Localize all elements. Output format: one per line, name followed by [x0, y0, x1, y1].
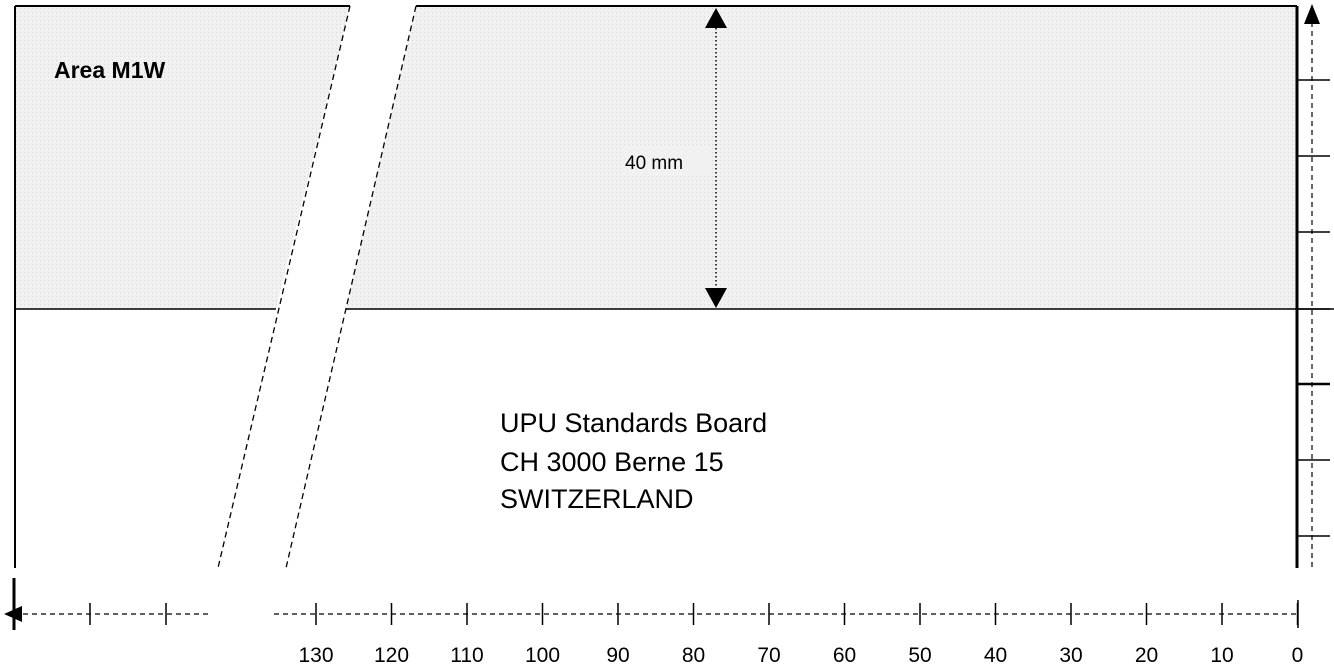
- dimension-label-bg: [622, 146, 710, 176]
- horizontal-ruler-tick-label: 90: [606, 644, 629, 667]
- area-m1w-right-region: [346, 6, 1297, 309]
- area-label: Area M1W: [54, 57, 165, 83]
- horizontal-ruler-tick-label: 110: [450, 644, 483, 667]
- horizontal-ruler-tick-label: 50: [908, 644, 931, 667]
- area-m1w-left-region: [15, 6, 350, 309]
- vertical-ruler-ticks: [1297, 79, 1330, 537]
- address-line-1: UPU Standards Board: [500, 408, 767, 438]
- address-line-3: SWITZERLAND: [500, 484, 694, 514]
- horizontal-ruler-tick-label: 120: [374, 644, 409, 667]
- horizontal-ruler-tick-label: 130: [298, 644, 333, 667]
- horizontal-ruler-tick-label: 70: [757, 644, 780, 667]
- horizontal-ruler-tick-label: 0: [1292, 644, 1304, 667]
- break-line-right: [285, 5, 417, 569]
- horizontal-ruler-tick-label: 20: [1135, 644, 1158, 667]
- horizontal-ruler-tick-label: 10: [1210, 644, 1233, 667]
- horizontal-ruler-tick-label: 30: [1059, 644, 1082, 667]
- horizontal-ruler-tick-label: 40: [984, 644, 1007, 667]
- dimension-label: 40 mm: [625, 153, 683, 174]
- dimension-arrowhead-top: [705, 8, 727, 28]
- vertical-ruler-arrowhead: [1304, 4, 1320, 24]
- dimension-arrowhead-bottom: [705, 288, 727, 308]
- horizontal-ruler-tick-label: 60: [833, 644, 856, 667]
- horizontal-ruler-ticks: 130 120 110 100 90 80 70 60 50 40 30 20 10 0: [298, 603, 1303, 667]
- address-line-2: CH 3000 Berne 15: [500, 447, 724, 477]
- break-line-left: [217, 5, 351, 569]
- horizontal-ruler-tick-label: 100: [525, 644, 560, 667]
- horizontal-ruler-tick-label: 80: [682, 644, 705, 667]
